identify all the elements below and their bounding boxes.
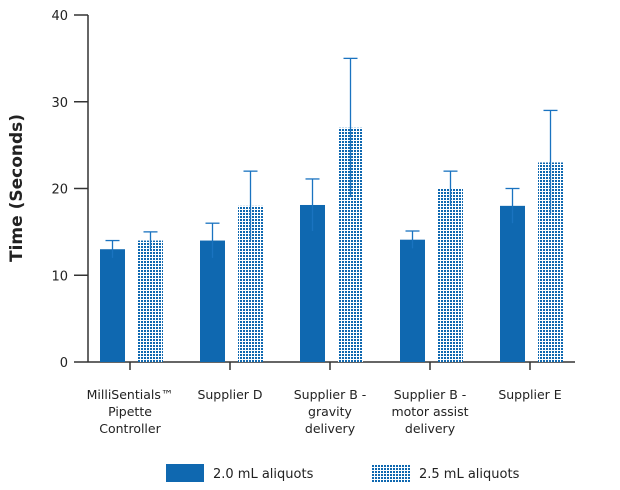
category-label-line: motor assist xyxy=(391,404,468,419)
legend-label-series-2: 2.5 mL aliquots xyxy=(419,467,520,482)
y-tick-label: 40 xyxy=(51,9,68,24)
bar xyxy=(138,240,163,362)
category-label: MilliSentials™ Pipette Controller xyxy=(87,387,174,436)
y-tick-label: 10 xyxy=(51,269,68,284)
category-label-line: Pipette xyxy=(108,404,152,419)
category-label-line: delivery xyxy=(405,421,456,436)
legend-swatch-solid xyxy=(166,464,204,482)
category-label-line: delivery xyxy=(305,421,356,436)
legend-label-series-1: 2.0 mL aliquots xyxy=(213,467,314,482)
category-label: Supplier E xyxy=(498,387,561,402)
bar xyxy=(100,249,125,362)
bars xyxy=(100,57,563,363)
bar xyxy=(438,188,463,362)
category-label-line: Supplier B - xyxy=(294,387,367,402)
y-tick-label: 20 xyxy=(51,183,68,198)
category-labels: MilliSentials™ Pipette Controller Supplier … xyxy=(87,387,562,436)
axes: 0 10 20 30 40 xyxy=(51,9,575,371)
y-axis-label: Time (Seconds) xyxy=(7,114,27,262)
y-tick-label: 30 xyxy=(51,96,68,111)
legend-swatch-pattern xyxy=(372,464,410,482)
category-label-line: Supplier E xyxy=(498,387,561,402)
bar xyxy=(400,239,425,362)
category-label: Supplier B - gravity delivery xyxy=(294,387,367,436)
category-label: Supplier D xyxy=(197,387,262,402)
category-label: Supplier B - motor assist delivery xyxy=(391,387,468,436)
y-tick-label: 0 xyxy=(60,356,68,371)
bar xyxy=(200,240,225,362)
legend: 2.0 mL aliquots 2.5 mL aliquots xyxy=(166,464,520,482)
bar xyxy=(500,205,525,362)
category-label-line: MilliSentials™ xyxy=(87,387,174,402)
bar xyxy=(300,204,325,362)
category-label-line: Controller xyxy=(99,421,161,436)
category-label-line: Supplier B - xyxy=(394,387,467,402)
category-label-line: gravity xyxy=(308,404,353,419)
category-label-line: Supplier D xyxy=(197,387,262,402)
